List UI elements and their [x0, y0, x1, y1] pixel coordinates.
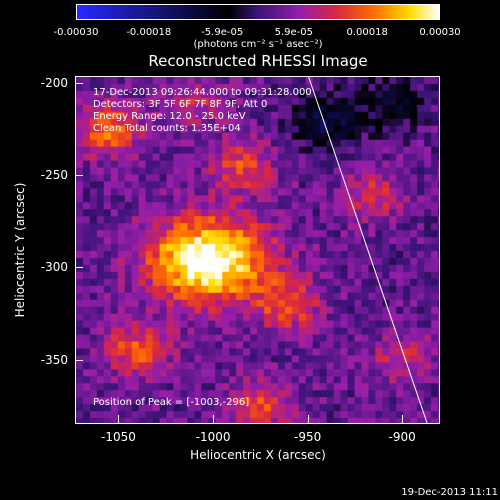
plot-area — [75, 76, 440, 424]
y-tick-mark — [75, 359, 83, 361]
x-tick-mark — [213, 415, 215, 423]
chart-title: Reconstructed RHESSI Image — [148, 52, 368, 70]
y-tick-mark — [75, 175, 83, 177]
colorbar-tick-label: 0.00018 — [346, 27, 388, 38]
y-tick-label: -300 — [40, 260, 68, 275]
y-tick-label: -200 — [40, 76, 68, 91]
colorbar-tick-label: -0.00030 — [53, 27, 99, 38]
heatmap-image — [76, 77, 439, 423]
limb-overlay — [308, 77, 428, 423]
colorbar-tick-label: 0.00030 — [419, 27, 461, 38]
x-tick-label: -900 — [388, 430, 416, 444]
annotation-detectors: Detectors: 3F 5F 6F 7F 8F 9F, Att 0 — [93, 99, 268, 110]
x-axis-label: Heliocentric X (arcsec) — [190, 448, 326, 462]
y-tick-mark — [75, 83, 83, 85]
colorbar-tick-label: -0.00018 — [126, 27, 172, 38]
x-tick-mark — [402, 415, 404, 423]
render-timestamp: 19-Dec-2013 11:11 — [401, 487, 498, 498]
annotation-time-range: 17-Dec-2013 09:26:44.000 to 09:31:28.000 — [93, 87, 312, 98]
colorbar-units: (photons cm⁻² s⁻¹ asec⁻²) — [193, 39, 323, 50]
y-tick-label: -250 — [40, 168, 68, 183]
colorbar — [76, 4, 440, 20]
x-tick-label: -950 — [293, 430, 322, 444]
annotation-peak-position: Position of Peak = [-1003,-296] — [93, 397, 250, 408]
colorbar-tick-label: 5.9e-05 — [274, 27, 313, 38]
y-tick-label: -350 — [40, 352, 68, 367]
solar-limb-line — [308, 77, 428, 423]
y-axis-label: Heliocentric Y (arcsec) — [13, 182, 27, 318]
x-tick-mark — [118, 415, 120, 423]
x-tick-label: -1000 — [195, 430, 231, 444]
y-tick-mark — [75, 267, 83, 269]
colorbar-tick-label: -5.9e-05 — [201, 27, 244, 38]
x-tick-label: -1050 — [101, 430, 136, 444]
x-tick-mark — [307, 415, 309, 423]
annotation-clean-counts: Clean Total counts: 1.35E+04 — [93, 123, 241, 134]
annotation-energy-range: Energy Range: 12.0 - 25.0 keV — [93, 111, 246, 122]
